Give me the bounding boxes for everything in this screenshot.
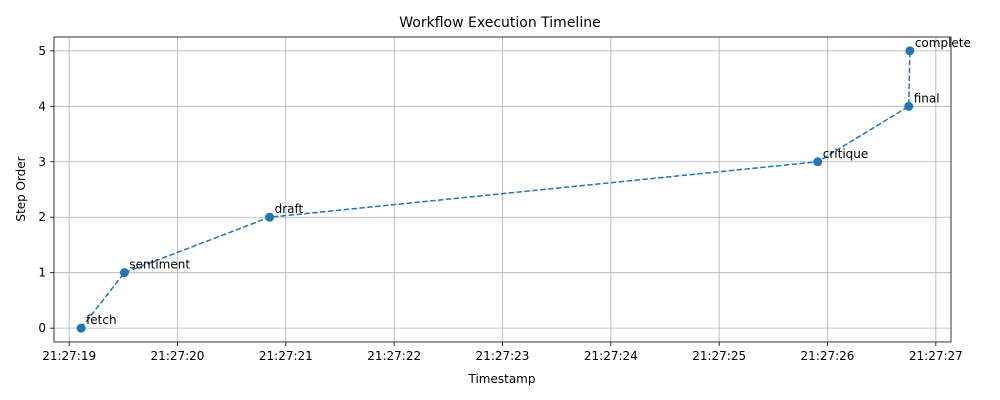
data-point bbox=[905, 46, 915, 56]
data-point bbox=[76, 323, 86, 333]
point-label: final bbox=[914, 91, 940, 105]
x-tick-label: 21:27:22 bbox=[367, 349, 421, 363]
x-axis-label: Timestamp bbox=[468, 372, 536, 386]
y-axis-label: Step Order bbox=[14, 156, 28, 221]
y-tick-label: 3 bbox=[38, 155, 46, 169]
point-label: critique bbox=[823, 147, 869, 161]
y-tick-label: 4 bbox=[38, 99, 46, 113]
x-tick-label: 21:27:25 bbox=[692, 349, 746, 363]
x-tick-label: 21:27:24 bbox=[584, 349, 638, 363]
x-tick-label: 21:27:26 bbox=[801, 349, 855, 363]
data-point bbox=[813, 157, 823, 167]
y-axis-ticks: 0 1 2 3 4 5 bbox=[38, 44, 54, 335]
point-label: sentiment bbox=[129, 258, 190, 272]
grid-lines bbox=[54, 37, 951, 342]
point-label: complete bbox=[915, 36, 971, 50]
point-label: fetch bbox=[86, 313, 117, 327]
chart-title: Workflow Execution Timeline bbox=[399, 15, 600, 31]
y-tick-label: 0 bbox=[38, 321, 46, 335]
point-labels: fetch sentiment draft critique final complete bbox=[86, 36, 971, 327]
y-tick-label: 5 bbox=[38, 44, 46, 58]
data-series bbox=[76, 46, 915, 333]
y-tick-label: 1 bbox=[38, 266, 46, 280]
x-tick-label: 21:27:19 bbox=[42, 349, 96, 363]
data-point bbox=[904, 101, 914, 111]
x-tick-label: 21:27:27 bbox=[909, 349, 963, 363]
x-tick-label: 21:27:23 bbox=[476, 349, 530, 363]
series-line bbox=[80, 50, 911, 329]
x-axis-ticks: 21:27:19 21:27:20 21:27:21 21:27:22 21:27:23… bbox=[42, 342, 963, 363]
data-point bbox=[119, 268, 129, 278]
y-tick-label: 2 bbox=[38, 210, 46, 224]
x-tick-label: 21:27:21 bbox=[259, 349, 313, 363]
data-point bbox=[265, 212, 275, 222]
x-tick-label: 21:27:20 bbox=[151, 349, 205, 363]
point-label: draft bbox=[275, 202, 304, 216]
